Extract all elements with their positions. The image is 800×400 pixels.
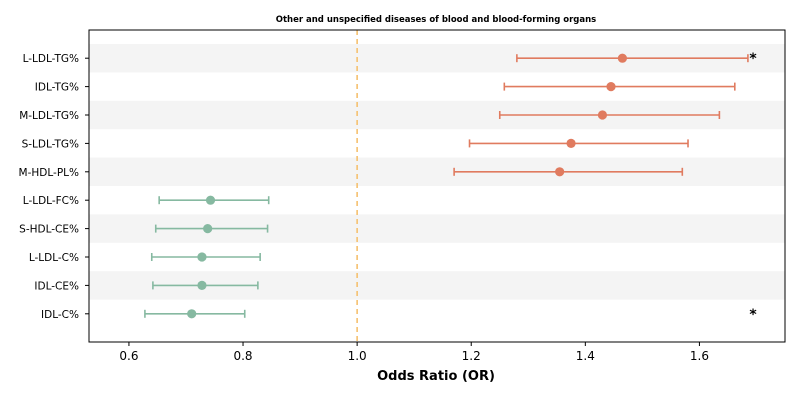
row-l-ldl-c-	[150, 252, 261, 262]
data-marks: **	[144, 51, 757, 323]
y-tick-label: M-HDL-PL%	[19, 167, 79, 179]
x-tick-label: 1.0	[348, 349, 367, 363]
row-m-ldl-tg-	[498, 110, 721, 120]
y-tick-label: L-LDL-FC%	[23, 195, 79, 207]
row-idl-ce-	[152, 280, 259, 290]
significance-marker: *	[749, 307, 757, 323]
row-m-hdl-pl-	[453, 167, 684, 177]
y-tick-label: S-LDL-TG%	[22, 138, 79, 150]
x-tick-label: 0.6	[119, 349, 138, 363]
point-estimate	[597, 110, 608, 120]
point-estimate	[566, 138, 576, 148]
point-estimate	[606, 82, 616, 92]
y-tick-label: IDL-TG%	[35, 82, 79, 94]
axes: L-LDL-TG% IDL-TG% M-LDL-TG% S-LDL-TG% M-HDL-…	[19, 29, 786, 363]
significance-marker: *	[749, 51, 757, 67]
point-estimate	[555, 167, 565, 177]
y-tick-label: S-HDL-CE%	[19, 224, 79, 236]
x-tick-label: 0.8	[233, 349, 252, 363]
row-idl-tg-	[503, 82, 736, 92]
point-estimate	[197, 280, 207, 290]
x-tick-label: 1.4	[576, 349, 595, 363]
row-s-ldl-tg-	[468, 138, 689, 148]
x-tick-label: 1.6	[690, 349, 709, 363]
x-axis-label: Odds Ratio (OR)	[377, 369, 495, 384]
row-l-ldl-tg-: *	[516, 51, 757, 67]
row-s-hdl-ce-	[154, 224, 269, 234]
chart-title: Other and unspecified diseases of blood …	[276, 15, 596, 25]
point-estimate	[203, 224, 213, 234]
y-tick-label: L-LDL-C%	[29, 252, 79, 264]
row-l-ldl-fc-	[158, 195, 270, 205]
x-tick-label: 1.2	[462, 349, 481, 363]
point-estimate	[617, 53, 628, 63]
y-tick-label: L-LDL-TG%	[23, 53, 79, 65]
y-tick-label: M-LDL-TG%	[19, 110, 79, 122]
point-estimate	[187, 309, 197, 319]
point-estimate	[205, 195, 216, 205]
y-tick-label: IDL-C%	[41, 309, 79, 321]
row-idl-c-: *	[144, 307, 757, 323]
plot-frame	[88, 29, 786, 343]
y-tick-label: IDL-CE%	[34, 280, 79, 292]
point-estimate	[197, 252, 207, 262]
